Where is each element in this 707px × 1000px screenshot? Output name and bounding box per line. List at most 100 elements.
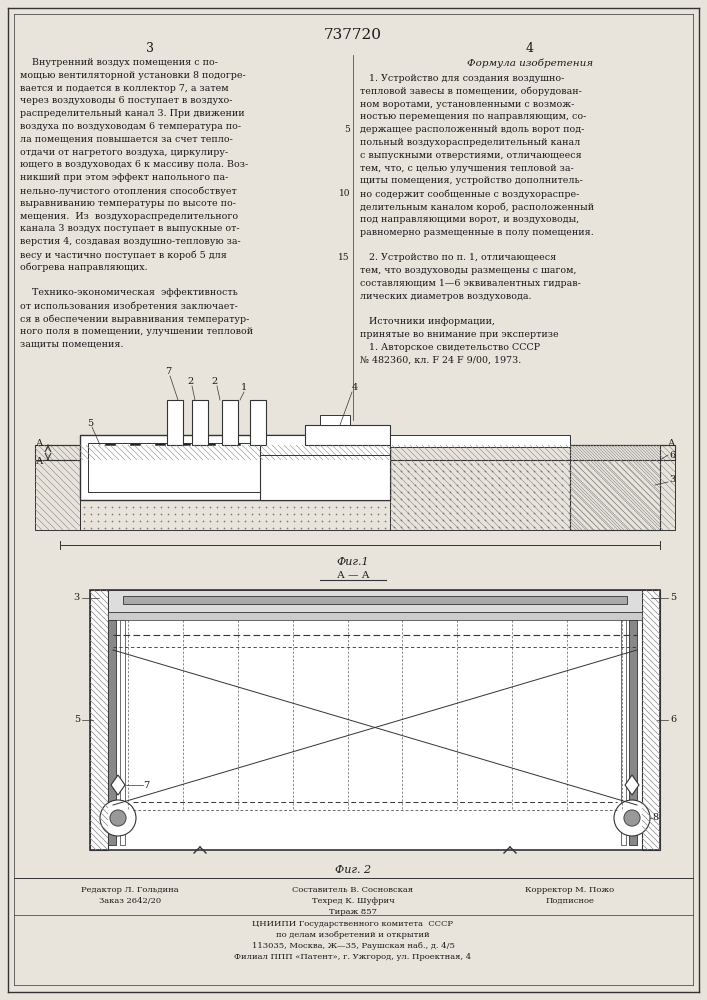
- Text: Филиал ППП «Патент», г. Ужгород, ул. Проектная, 4: Филиал ППП «Патент», г. Ужгород, ул. Про…: [235, 953, 472, 961]
- Text: 7: 7: [143, 780, 149, 790]
- Text: ЦНИИПИ Государственного комитета  СССР: ЦНИИПИ Государственного комитета СССР: [252, 920, 453, 928]
- Bar: [35, 460, 80, 530]
- Text: А: А: [668, 438, 676, 448]
- Text: ном воротами, установленными с возмож-: ном воротами, установленными с возмож-: [360, 100, 574, 109]
- Bar: [120, 620, 125, 845]
- Text: 5: 5: [74, 716, 80, 724]
- Text: канала 3 воздух поступает в выпускные от-: канала 3 воздух поступает в выпускные от…: [20, 224, 240, 233]
- Bar: [167, 400, 183, 445]
- Text: воздуха по воздуховодам 6 температура по-: воздуха по воздуховодам 6 температура по…: [20, 122, 241, 131]
- Text: Заказ 2642/20: Заказ 2642/20: [99, 897, 161, 905]
- Bar: [80, 500, 390, 530]
- Text: тепловой завесы в помещении, оборудован-: тепловой завесы в помещении, оборудован-: [360, 87, 582, 96]
- Text: ностью перемещения по направляющим, со-: ностью перемещения по направляющим, со-: [360, 112, 586, 121]
- Polygon shape: [111, 775, 125, 795]
- Text: 5: 5: [670, 593, 676, 602]
- Bar: [108, 612, 642, 620]
- Text: равномерно размещенные в полу помещения.: равномерно размещенные в полу помещения.: [360, 228, 594, 237]
- Bar: [123, 596, 627, 604]
- Bar: [320, 415, 350, 425]
- Text: распределительный канал 3. При движении: распределительный канал 3. При движении: [20, 109, 245, 118]
- Bar: [250, 400, 266, 445]
- Circle shape: [110, 810, 126, 826]
- Bar: [390, 435, 570, 447]
- Bar: [570, 445, 660, 530]
- Text: принятые во внимание при экспертизе: принятые во внимание при экспертизе: [360, 330, 559, 339]
- Text: ющего в воздуховодах 6 к массиву пола. Воз-: ющего в воздуховодах 6 к массиву пола. В…: [20, 160, 248, 169]
- Bar: [205, 443, 215, 445]
- Bar: [305, 425, 390, 445]
- Text: лических диаметров воздуховода.: лических диаметров воздуховода.: [360, 292, 532, 301]
- Text: польный воздухораспределительный канал: польный воздухораспределительный канал: [360, 138, 580, 147]
- Text: тем, что воздуховоды размещены с шагом,: тем, что воздуховоды размещены с шагом,: [360, 266, 576, 275]
- Text: держащее расположенный вдоль ворот под-: держащее расположенный вдоль ворот под-: [360, 125, 585, 134]
- Text: под направляющими ворот, и воздуховоды,: под направляющими ворот, и воздуховоды,: [360, 215, 579, 224]
- Text: Корректор М. Пожо: Корректор М. Пожо: [525, 886, 614, 894]
- Text: но содержит сообщенные с воздухораспре-: но содержит сообщенные с воздухораспре-: [360, 189, 579, 199]
- Text: А: А: [36, 438, 44, 448]
- Text: с выпускными отверстиями, отличающееся: с выпускными отверстиями, отличающееся: [360, 151, 582, 160]
- Bar: [222, 400, 238, 445]
- Text: 1. Авторское свидетельство СССР: 1. Авторское свидетельство СССР: [360, 343, 540, 352]
- Text: А — А: А — А: [337, 571, 369, 580]
- Text: мощью вентиляторной установки 8 подогре-: мощью вентиляторной установки 8 подогре-: [20, 71, 246, 80]
- Text: 1: 1: [241, 383, 247, 392]
- Bar: [180, 443, 190, 445]
- Text: Редактор Л. Гольдина: Редактор Л. Гольдина: [81, 886, 179, 894]
- Text: составляющим 1—6 эквивалентных гидрав-: составляющим 1—6 эквивалентных гидрав-: [360, 279, 581, 288]
- Text: отдачи от нагретого воздуха, циркулиру-: отдачи от нагретого воздуха, циркулиру-: [20, 148, 228, 157]
- Bar: [90, 590, 660, 850]
- Bar: [90, 590, 108, 850]
- Text: ла помещения повышается за счет тепло-: ла помещения повышается за счет тепло-: [20, 135, 233, 144]
- Text: ся в обеспечении выравнивания температур-: ся в обеспечении выравнивания температур…: [20, 314, 250, 324]
- Text: 4: 4: [352, 383, 358, 392]
- Text: ного поля в помещении, улучшении тепловой: ного поля в помещении, улучшении теплово…: [20, 327, 253, 336]
- Text: 7: 7: [165, 367, 171, 376]
- Text: от использования изобретения заключает-: от использования изобретения заключает-: [20, 301, 238, 311]
- Text: Тираж 857: Тираж 857: [329, 908, 377, 916]
- Text: обогрева направляющих.: обогрева направляющих.: [20, 263, 148, 272]
- Text: щиты помещения, устройство дополнитель-: щиты помещения, устройство дополнитель-: [360, 176, 583, 185]
- Text: 6: 6: [669, 450, 675, 460]
- Text: 2: 2: [187, 377, 193, 386]
- Polygon shape: [625, 775, 639, 795]
- Text: 3: 3: [669, 476, 675, 485]
- Text: Формула изобретения: Формула изобретения: [467, 58, 593, 68]
- Text: 5: 5: [344, 125, 350, 134]
- Text: Внутренний воздух помещения с по-: Внутренний воздух помещения с по-: [20, 58, 218, 67]
- Text: нельно-лучистого отопления способствует: нельно-лучистого отопления способствует: [20, 186, 237, 196]
- Text: № 482360, кл. F 24 F 9/00, 1973.: № 482360, кл. F 24 F 9/00, 1973.: [360, 356, 521, 365]
- Bar: [260, 435, 390, 500]
- Text: 2. Устройство по п. 1, отличающееся: 2. Устройство по п. 1, отличающееся: [360, 253, 556, 262]
- Text: Техред К. Шуфрич: Техред К. Шуфрич: [312, 897, 395, 905]
- Text: тем, что, с целью улучшения тепловой за-: тем, что, с целью улучшения тепловой за-: [360, 164, 574, 173]
- Bar: [155, 443, 165, 445]
- Text: 2: 2: [212, 377, 218, 386]
- Bar: [230, 443, 240, 445]
- Text: Фиг.1: Фиг.1: [337, 557, 369, 567]
- Bar: [108, 590, 642, 612]
- Text: 4: 4: [526, 42, 534, 55]
- Bar: [105, 443, 115, 445]
- Bar: [88, 443, 382, 492]
- Text: 3: 3: [74, 593, 80, 602]
- Bar: [80, 435, 390, 500]
- Bar: [35, 445, 675, 460]
- Text: А: А: [36, 458, 44, 466]
- Text: 15: 15: [339, 253, 350, 262]
- Text: 3: 3: [146, 42, 154, 55]
- Text: 5: 5: [87, 418, 93, 428]
- Circle shape: [614, 800, 650, 836]
- Text: Составитель В. Сосновская: Составитель В. Сосновская: [293, 886, 414, 894]
- Circle shape: [624, 810, 640, 826]
- Bar: [108, 620, 116, 845]
- Text: 113035, Москва, Ж—35, Раушская наб., д. 4/5: 113035, Москва, Ж—35, Раушская наб., д. …: [252, 942, 455, 950]
- Text: Источники информации,: Источники информации,: [360, 317, 495, 326]
- Bar: [130, 443, 140, 445]
- Text: вается и подается в коллектор 7, а затем: вается и подается в коллектор 7, а затем: [20, 84, 228, 93]
- Text: мещения.  Из  воздухораспределительного: мещения. Из воздухораспределительного: [20, 212, 238, 221]
- Bar: [642, 590, 660, 850]
- Text: 8: 8: [652, 814, 658, 822]
- Bar: [621, 620, 626, 845]
- Bar: [629, 620, 637, 845]
